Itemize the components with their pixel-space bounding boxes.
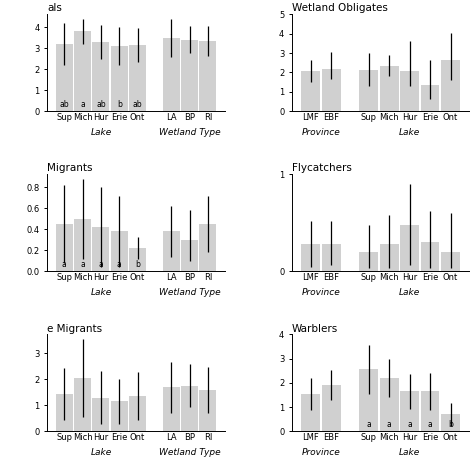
Bar (380, 65, 399, 111)
Bar (92, 227, 109, 271)
Text: ab: ab (96, 100, 106, 109)
Text: a: a (62, 260, 66, 269)
Bar (163, 38, 180, 111)
Bar (301, 394, 320, 431)
Bar (163, 387, 180, 431)
Bar (400, 392, 419, 431)
Bar (359, 370, 378, 431)
Bar (74, 31, 91, 111)
Bar (129, 45, 146, 111)
Bar (200, 41, 216, 111)
Bar (74, 219, 91, 271)
Text: Flycatchers: Flycatchers (292, 164, 352, 173)
Bar (74, 378, 91, 431)
Bar (301, 72, 320, 111)
Bar (322, 69, 341, 111)
Bar (111, 401, 128, 431)
Text: Wetland Obligates: Wetland Obligates (292, 3, 388, 13)
Bar (421, 242, 439, 271)
Bar (111, 46, 128, 111)
Bar (129, 248, 146, 271)
Bar (400, 225, 419, 271)
Text: ab: ab (133, 100, 142, 109)
Text: Warblers: Warblers (292, 324, 338, 334)
Text: als: als (47, 3, 62, 13)
Bar (359, 70, 378, 111)
Bar (322, 244, 341, 271)
Bar (111, 231, 128, 271)
Bar (56, 393, 73, 431)
Text: a: a (117, 260, 122, 269)
Bar (200, 224, 216, 271)
Bar (301, 244, 320, 271)
Text: a: a (80, 260, 85, 269)
Text: ab: ab (59, 100, 69, 109)
Bar (56, 224, 73, 271)
Bar (441, 414, 460, 431)
Text: a: a (99, 260, 103, 269)
Bar (322, 385, 341, 431)
Bar (92, 42, 109, 111)
Bar (400, 72, 419, 111)
Bar (56, 44, 73, 111)
Text: a: a (428, 420, 432, 429)
Bar (359, 252, 378, 271)
Bar (441, 60, 460, 111)
Bar (380, 244, 399, 271)
Bar (129, 396, 146, 431)
Bar (380, 378, 399, 431)
Text: Migrants: Migrants (47, 164, 93, 173)
Text: a: a (387, 420, 392, 429)
Bar (92, 398, 109, 431)
Bar (441, 252, 460, 271)
Bar (163, 231, 180, 271)
Text: b: b (117, 100, 122, 109)
Text: a: a (366, 420, 371, 429)
Text: a: a (80, 100, 85, 109)
Bar (181, 40, 198, 111)
Text: b: b (448, 420, 453, 429)
Text: b: b (135, 260, 140, 269)
Bar (181, 240, 198, 271)
Bar (421, 392, 439, 431)
Bar (181, 386, 198, 431)
Bar (200, 390, 216, 431)
Bar (421, 85, 439, 111)
Text: e Migrants: e Migrants (47, 324, 102, 334)
Text: a: a (407, 420, 412, 429)
